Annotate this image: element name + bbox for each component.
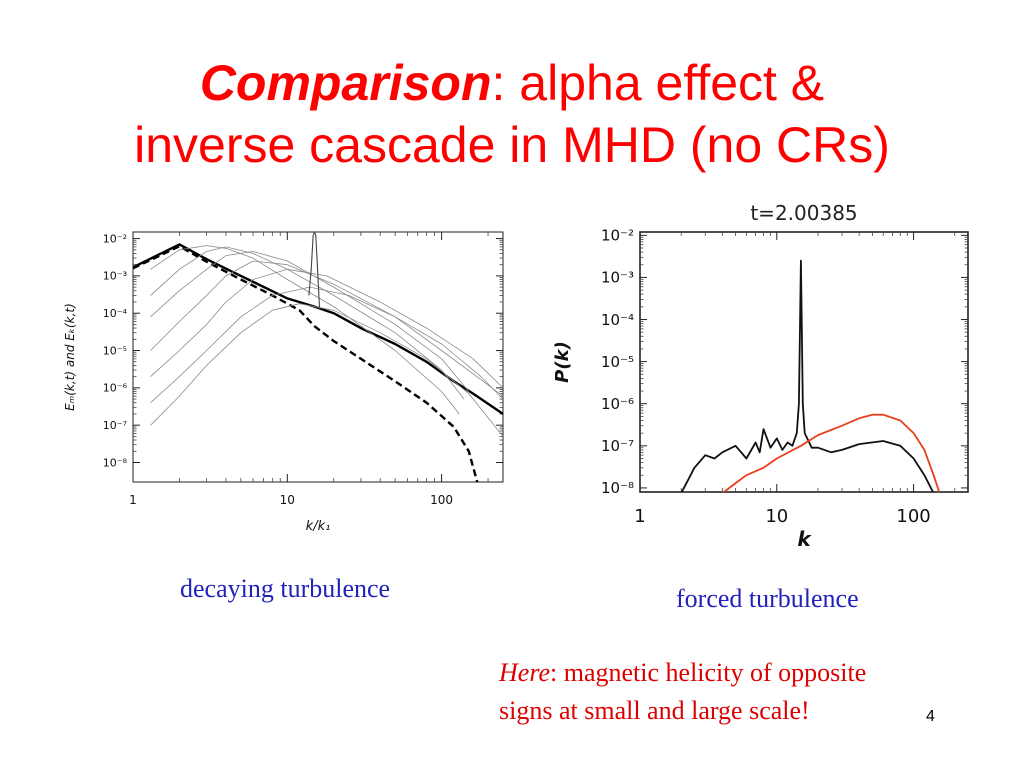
y-tick-label: 10⁻⁵ xyxy=(103,344,127,357)
helicity-note: Here: magnetic helicity of opposite sign… xyxy=(499,654,999,730)
x-tick-label: 1 xyxy=(634,506,645,527)
slide-title: Comparison: alpha effect & inverse casca… xyxy=(0,52,1024,176)
series-line-1 xyxy=(722,413,941,492)
y-tick-label: 10⁻³ xyxy=(103,270,127,283)
x-tick-label: 1 xyxy=(129,493,137,507)
series-line-6 xyxy=(150,251,470,392)
y-tick-label: 10⁻⁷ xyxy=(601,437,634,455)
y-axis-label: P(k) xyxy=(552,341,573,383)
decaying-spectrum-chart: 10⁻² 10⁻³ 10⁻⁴ 10⁻⁵ 10⁻⁶ 10⁻⁷ 10⁻⁸ 1 10 100 k/k₁ Eₘ… xyxy=(63,231,504,534)
y-tick-label: 10⁻⁵ xyxy=(601,353,634,371)
series-line-3 xyxy=(150,286,503,403)
note-line-2: signs at small and large scale! xyxy=(499,696,810,725)
note-emphasis: Here xyxy=(499,658,551,687)
series-group xyxy=(133,232,503,482)
chart-title: t=2.00385 xyxy=(750,201,857,225)
series-group xyxy=(680,259,941,492)
y-tick-label: 10⁻⁸ xyxy=(103,456,128,469)
title-rest: : alpha effect & xyxy=(491,55,825,111)
x-tick-label: 100 xyxy=(430,493,453,507)
plot-frame xyxy=(132,231,504,483)
y-tick-label: 10⁻⁷ xyxy=(103,419,127,432)
x-tick-label: 10 xyxy=(765,506,788,527)
series-line-9 xyxy=(308,232,321,310)
series-line-5 xyxy=(150,260,503,397)
note-rest: : magnetic helicity of opposite xyxy=(550,658,867,687)
series-line-8 xyxy=(150,245,460,415)
x-tick-label: 100 xyxy=(896,506,930,527)
series-line-1 xyxy=(133,245,479,482)
forced-spectrum-figure: 10⁻² 10⁻³ 10⁻⁴ 10⁻⁵ 10⁻⁶ 10⁻⁷ 10⁻⁸ 1 10 100 k P(k) t… xyxy=(512,196,1000,570)
caption-decaying: decaying turbulence xyxy=(180,574,391,603)
title-emphasis: Comparison xyxy=(199,55,492,111)
series-line-7 xyxy=(150,246,465,400)
series-line-2 xyxy=(150,303,503,437)
series-line-0 xyxy=(680,259,934,492)
x-axis-label: k xyxy=(797,527,812,551)
plot-frame xyxy=(639,231,969,493)
note-line-1: Here: magnetic helicity of opposite xyxy=(499,654,999,692)
y-tick-label: 10⁻² xyxy=(103,232,127,245)
x-tick-label: 10 xyxy=(280,493,295,507)
title-line-1: Comparison: alpha effect & xyxy=(0,52,1024,114)
title-line-2: inverse cascade in MHD (no CRs) xyxy=(134,117,890,173)
forced-spectrum-chart: 10⁻² 10⁻³ 10⁻⁴ 10⁻⁵ 10⁻⁶ 10⁻⁷ 10⁻⁸1 10 100 k P(k) t… xyxy=(552,201,969,551)
y-axis-label: Eₘ(k,t) and Eₖ(k,t) xyxy=(63,303,77,411)
y-tick-label: 10⁻⁴ xyxy=(601,311,634,329)
y-tick-label: 10⁻² xyxy=(601,227,634,245)
y-tick-label: 10⁻³ xyxy=(601,269,634,287)
y-tick-label: 10⁻⁴ xyxy=(103,307,128,320)
y-tick-label: 10⁻⁸ xyxy=(601,479,634,497)
page-number: 4 xyxy=(926,708,935,725)
decaying-spectrum-figure: 10⁻² 10⁻³ 10⁻⁴ 10⁻⁵ 10⁻⁶ 10⁻⁷ 10⁻⁸ 1 10 100 k/k₁ Eₘ… xyxy=(58,220,508,540)
x-axis-label: k/k₁ xyxy=(306,519,331,534)
series-line-4 xyxy=(150,268,503,389)
y-tick-label: 10⁻⁶ xyxy=(601,395,634,413)
caption-forced: forced turbulence xyxy=(676,584,859,613)
y-tick-label: 10⁻⁶ xyxy=(103,382,128,395)
